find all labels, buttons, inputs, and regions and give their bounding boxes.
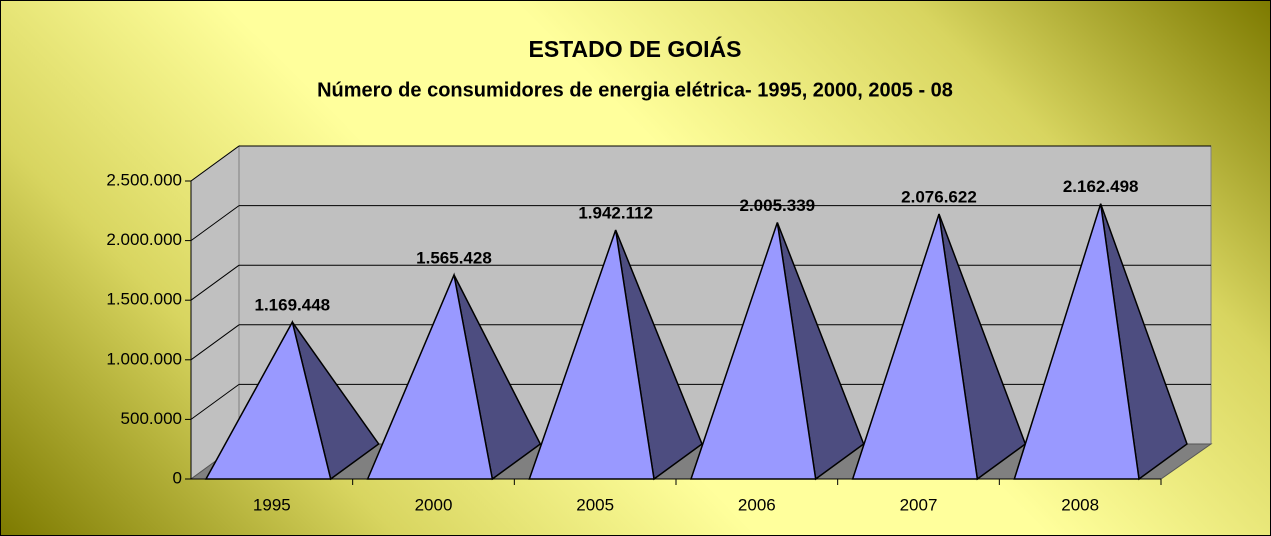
value-label: 2.076.622: [901, 187, 977, 206]
y-tick-label: 1.000.000: [106, 349, 182, 368]
y-tick-label: 0: [173, 468, 182, 487]
chart-title: ESTADO DE GOIÁS: [529, 35, 742, 62]
value-label: 2.005.339: [740, 196, 816, 215]
value-label: 1.169.448: [255, 296, 331, 315]
y-tick-label: 2.500.000: [106, 170, 182, 189]
grid-line: [190, 383, 240, 420]
y-tick-label: 1.500.000: [106, 290, 182, 309]
value-label: 2.162.498: [1063, 177, 1139, 196]
grid-line: [190, 324, 240, 361]
value-label: 1.565.428: [416, 248, 492, 267]
y-tick-label: 2.000.000: [106, 230, 182, 249]
pyramid-front: [366, 272, 494, 480]
pyramid-front: [1013, 203, 1140, 480]
value-label: 1.942.112: [578, 203, 653, 222]
grid-line: [190, 264, 240, 301]
x-tick-label: 2006: [738, 495, 776, 514]
chart-subtitle: Número de consumidores de energia elétri…: [317, 79, 953, 101]
pyramid-front: [204, 320, 332, 480]
pyramid-front: [528, 229, 655, 480]
x-tick-label: 2007: [900, 495, 938, 514]
x-tick-label: 2008: [1061, 495, 1099, 514]
x-tick-label: 1995: [253, 495, 291, 514]
pyramid-front: [689, 222, 817, 480]
grid-line: [190, 145, 240, 182]
x-tick-label: 2000: [415, 495, 453, 514]
side-wall: [190, 145, 240, 480]
pyramid-front: [851, 213, 979, 480]
grid-line: [190, 205, 240, 242]
y-tick-label: 500.000: [121, 409, 182, 428]
x-tick-label: 2005: [576, 495, 614, 514]
